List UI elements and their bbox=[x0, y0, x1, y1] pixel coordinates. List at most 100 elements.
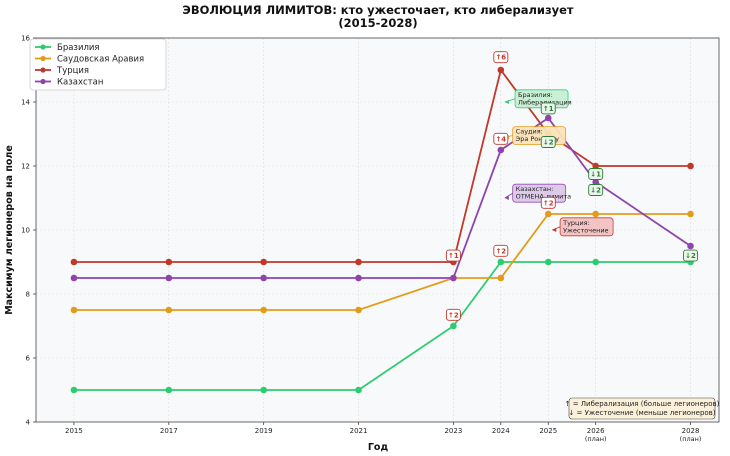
change-badge bbox=[493, 51, 509, 64]
y-axis-label: Максимум легионеров на поле bbox=[4, 145, 15, 315]
change-badge-label: ↑6 bbox=[495, 54, 506, 62]
y-tick-label: 16 bbox=[21, 35, 30, 43]
x-tick-label: 2017 bbox=[160, 427, 178, 435]
data-point bbox=[260, 258, 267, 266]
x-tick-label: 2026 bbox=[587, 427, 605, 435]
data-point bbox=[592, 258, 599, 266]
data-point bbox=[355, 274, 362, 282]
data-point bbox=[687, 242, 694, 250]
change-badge bbox=[540, 102, 556, 115]
data-point bbox=[592, 210, 599, 218]
change-badge bbox=[493, 132, 509, 145]
legend-swatch-marker bbox=[40, 67, 46, 73]
data-point bbox=[355, 258, 362, 266]
data-point bbox=[497, 66, 505, 74]
x-tick-sublabel: (план) bbox=[680, 435, 702, 443]
change-badge bbox=[540, 136, 556, 148]
data-point bbox=[260, 306, 267, 314]
legend-swatch-marker bbox=[40, 78, 46, 85]
x-tick-label: 2024 bbox=[492, 427, 510, 435]
legend-label: Турция bbox=[56, 66, 89, 76]
x-tick-label: 2023 bbox=[444, 427, 462, 435]
data-point bbox=[497, 274, 505, 282]
x-axis-label: Год bbox=[368, 442, 389, 453]
chart-subtitle: (2015-2028) bbox=[338, 16, 417, 30]
y-tick-label: 14 bbox=[21, 99, 30, 107]
data-point bbox=[165, 274, 173, 282]
note-box bbox=[568, 397, 716, 420]
annotation-text: ОТМЕНА лимита bbox=[516, 193, 571, 201]
annotation-text: Ужесточение bbox=[563, 226, 608, 234]
data-point bbox=[544, 114, 552, 122]
data-point bbox=[687, 210, 694, 218]
data-point bbox=[544, 258, 552, 266]
annotation-box bbox=[559, 217, 614, 237]
annotation-text: Турция: bbox=[562, 219, 590, 227]
x-tick-label: 2025 bbox=[539, 427, 557, 435]
x-tick-sublabel: (план) bbox=[585, 435, 607, 443]
data-point bbox=[355, 386, 362, 394]
data-point bbox=[450, 322, 457, 330]
change-badge bbox=[588, 184, 604, 196]
change-badges: ↑1 ↑2 ↑6 ↑4 ↑2 ↑1 ↓2 ↑2 ↓1 ↓2 ↓2 bbox=[445, 51, 698, 321]
annotation-arrow-head bbox=[504, 196, 509, 200]
data-point bbox=[497, 146, 505, 154]
y-tick-label: 8 bbox=[26, 291, 30, 299]
data-point bbox=[165, 258, 173, 266]
change-badge bbox=[683, 249, 698, 262]
x-tick-label: 2028 bbox=[682, 427, 700, 435]
change-badge bbox=[445, 308, 461, 321]
data-point bbox=[260, 274, 267, 282]
change-badge-label: ↑1 bbox=[543, 105, 554, 113]
ticks: 4 6 8 10 12 14 16 2015 2017 2019 2021 2023 2024 2025 2… bbox=[21, 35, 701, 444]
y-tick-label: 6 bbox=[26, 355, 31, 363]
annotation-arrow-line bbox=[504, 192, 513, 199]
y-tick-label: 10 bbox=[21, 227, 30, 235]
annotation-text: Либерализация bbox=[518, 98, 572, 106]
data-point bbox=[70, 274, 78, 282]
data-point bbox=[450, 274, 457, 282]
change-badge bbox=[493, 244, 509, 257]
legend-label: Саудовская Аравия bbox=[57, 55, 144, 65]
data-point bbox=[165, 306, 173, 314]
data-point bbox=[592, 162, 599, 170]
y-tick-label: 12 bbox=[21, 163, 30, 171]
note-line-2: ↓ = Ужесточение (меньше легионеров) bbox=[568, 409, 715, 417]
data-point bbox=[165, 386, 173, 394]
change-badge-label: ↑4 bbox=[495, 135, 506, 143]
change-badge-label: ↓2 bbox=[543, 139, 554, 147]
note-line-1: ↑ = Либерализация (больше легионеров) bbox=[565, 400, 720, 408]
data-point bbox=[544, 210, 552, 218]
legend-box bbox=[29, 38, 167, 91]
data-point bbox=[70, 386, 78, 394]
chart-title: ЭВОЛЮЦИЯ ЛИМИТОВ: кто ужесточает, кто ли… bbox=[182, 3, 574, 17]
change-badge-label: ↑2 bbox=[495, 247, 506, 255]
change-badge-label: ↑1 bbox=[448, 252, 459, 260]
annotation-text: Бразилия: bbox=[518, 91, 553, 99]
data-point bbox=[70, 306, 78, 314]
legend-swatch-marker bbox=[40, 44, 46, 50]
data-point bbox=[687, 162, 694, 170]
change-badge bbox=[540, 196, 556, 209]
change-badge bbox=[445, 249, 461, 262]
x-tick-label: 2015 bbox=[65, 427, 83, 435]
legend-label: Бразилия bbox=[57, 43, 100, 53]
change-badge-label: ↓2 bbox=[590, 187, 601, 195]
annotation-arrow-head bbox=[504, 100, 509, 104]
change-badge-label: ↓1 bbox=[590, 171, 601, 179]
data-point bbox=[355, 306, 362, 314]
y-tick-label: 4 bbox=[26, 419, 31, 427]
change-badge-label: ↓2 bbox=[685, 252, 696, 260]
legend-swatch-marker bbox=[40, 55, 46, 62]
change-badge bbox=[588, 168, 604, 180]
direction-note: ↑ = Либерализация (больше легионеров) ↓ … bbox=[565, 397, 720, 420]
data-point bbox=[497, 258, 505, 266]
annotation-arrow-head bbox=[552, 228, 557, 232]
x-tick-label: 2021 bbox=[350, 427, 368, 435]
change-badge-label: ↑2 bbox=[448, 311, 459, 319]
annotation-text: Казахстан: bbox=[516, 185, 554, 193]
annotation-text: Эра Роналду bbox=[516, 135, 559, 143]
annotation-text: Саудия: bbox=[516, 128, 543, 136]
